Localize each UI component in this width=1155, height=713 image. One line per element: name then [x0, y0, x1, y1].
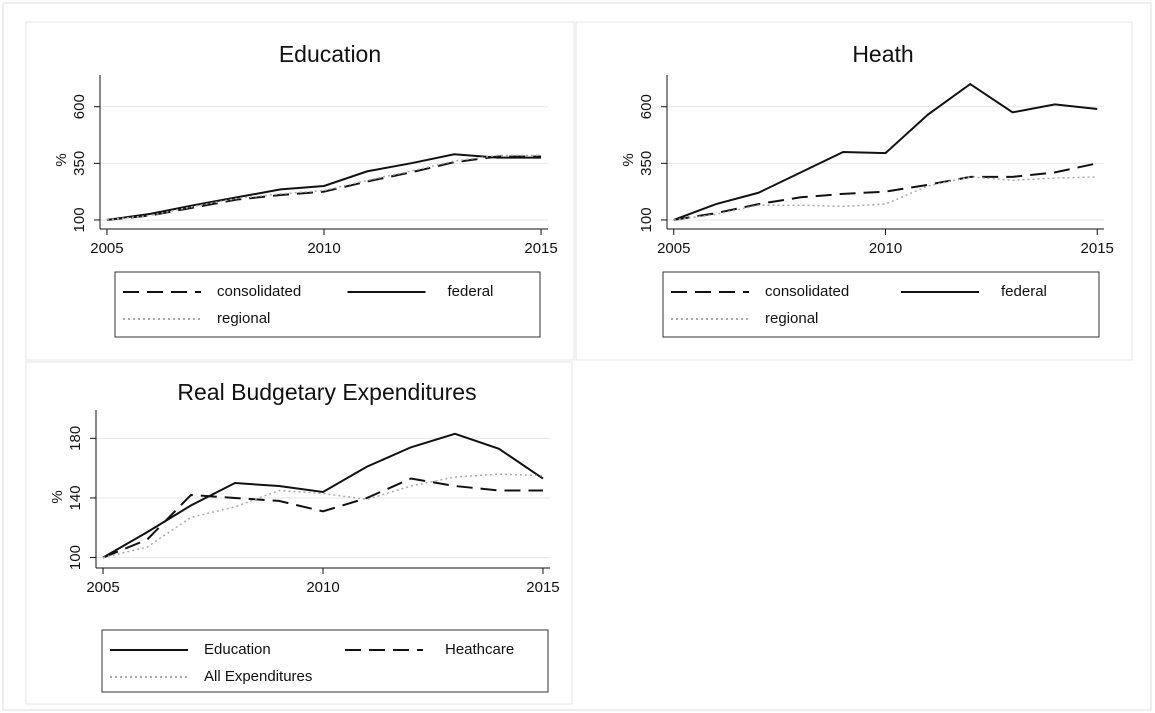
- series-line: [102, 477, 543, 559]
- x-tick-label: 2005: [657, 240, 690, 257]
- y-axis-label: %: [49, 490, 66, 503]
- x-tick-label: 2005: [90, 240, 123, 257]
- legend-label: regional: [217, 310, 270, 327]
- series-line: [673, 82, 1098, 221]
- legend-box: [662, 271, 1100, 338]
- legend-label: Heathcare: [445, 641, 514, 658]
- series-line: [106, 155, 542, 221]
- y-tick-label: 140: [67, 485, 84, 510]
- x-tick-label: 2010: [869, 240, 902, 257]
- y-tick-label: 350: [638, 151, 655, 176]
- series-line: [106, 153, 542, 221]
- x-tick-label: 2010: [307, 240, 340, 257]
- y-axis-label: %: [53, 153, 70, 166]
- x-tick-label: 2015: [1081, 240, 1114, 257]
- chart-title: Real Budgetary Expenditures: [177, 379, 476, 405]
- legend-label: consolidated: [217, 283, 301, 300]
- y-tick-label: 600: [71, 94, 88, 119]
- legend-label: regional: [765, 310, 818, 327]
- y-tick-label: 100: [67, 545, 84, 570]
- chart-title: Education: [279, 41, 381, 67]
- legend-label: federal: [1001, 283, 1047, 300]
- legend-label: All Expenditures: [204, 668, 312, 685]
- x-tick-label: 2015: [526, 579, 559, 596]
- x-tick-label: 2015: [524, 240, 557, 257]
- series-line: [673, 176, 1098, 221]
- legend-label: federal: [448, 283, 494, 300]
- chart-title: Heath: [852, 41, 913, 67]
- legend-label: Education: [204, 641, 271, 658]
- series-line: [102, 432, 544, 559]
- legend-box: [101, 629, 549, 693]
- series-line: [102, 473, 543, 559]
- y-tick-label: 350: [71, 151, 88, 176]
- y-axis-label: %: [620, 153, 637, 166]
- y-tick-label: 600: [638, 94, 655, 119]
- legend-box: [114, 271, 541, 338]
- y-tick-label: 100: [71, 207, 88, 232]
- legend-label: consolidated: [765, 283, 849, 300]
- y-tick-label: 100: [638, 207, 655, 232]
- x-tick-label: 2005: [86, 579, 119, 596]
- x-tick-label: 2010: [306, 579, 339, 596]
- y-tick-label: 180: [67, 426, 84, 451]
